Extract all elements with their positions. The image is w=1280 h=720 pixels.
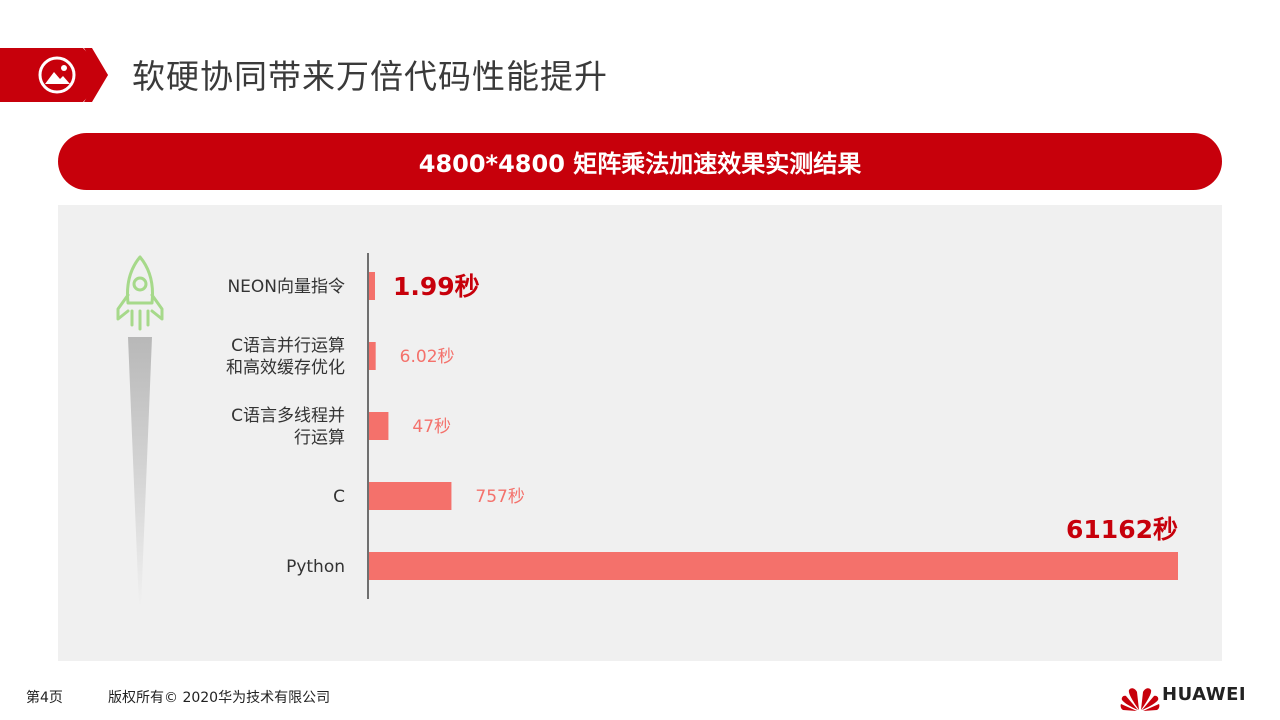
value-label: 47秒: [412, 417, 451, 437]
copyright-text: 版权所有© 2020华为技术有限公司: [108, 690, 331, 706]
value-label: 1.99秒: [393, 272, 480, 301]
value-label: 757秒: [475, 487, 524, 507]
category-label: 行运算: [294, 428, 345, 448]
huawei-logo-icon: [1120, 688, 1160, 711]
page-title: 软硬协同带来万倍代码性能提升: [132, 57, 608, 96]
category-label: 和高效缓存优化: [226, 358, 345, 378]
header-chevron: [84, 48, 108, 102]
rocket-icon: [116, 255, 164, 331]
category-label: C语言并行运算: [231, 336, 345, 356]
brand-name: HUAWEI: [1162, 684, 1247, 705]
page-number: 第4页: [26, 690, 63, 706]
category-label: NEON向量指令: [227, 277, 345, 297]
chart-panel: NEON向量指令 1.99秒 C语言并行运算 和高效缓存优化 6.02秒 C语言多线程并行…: [58, 205, 1222, 661]
category-label: Python: [286, 557, 345, 577]
bar: [369, 482, 452, 510]
category-label: C: [333, 487, 345, 507]
chart-banner-title: 4800*4800 矩阵乘法加速效果实测结果: [58, 133, 1222, 190]
value-label: 61162秒: [1066, 515, 1178, 544]
bar: [369, 272, 375, 300]
value-label: 6.02秒: [400, 347, 455, 367]
bar: [369, 552, 1178, 580]
bar: [369, 412, 389, 440]
bar: [369, 342, 376, 370]
rocket-trail: [128, 337, 152, 607]
image-icon: [38, 56, 76, 94]
header-band: [0, 48, 108, 102]
category-label: C语言多线程并: [231, 406, 345, 426]
